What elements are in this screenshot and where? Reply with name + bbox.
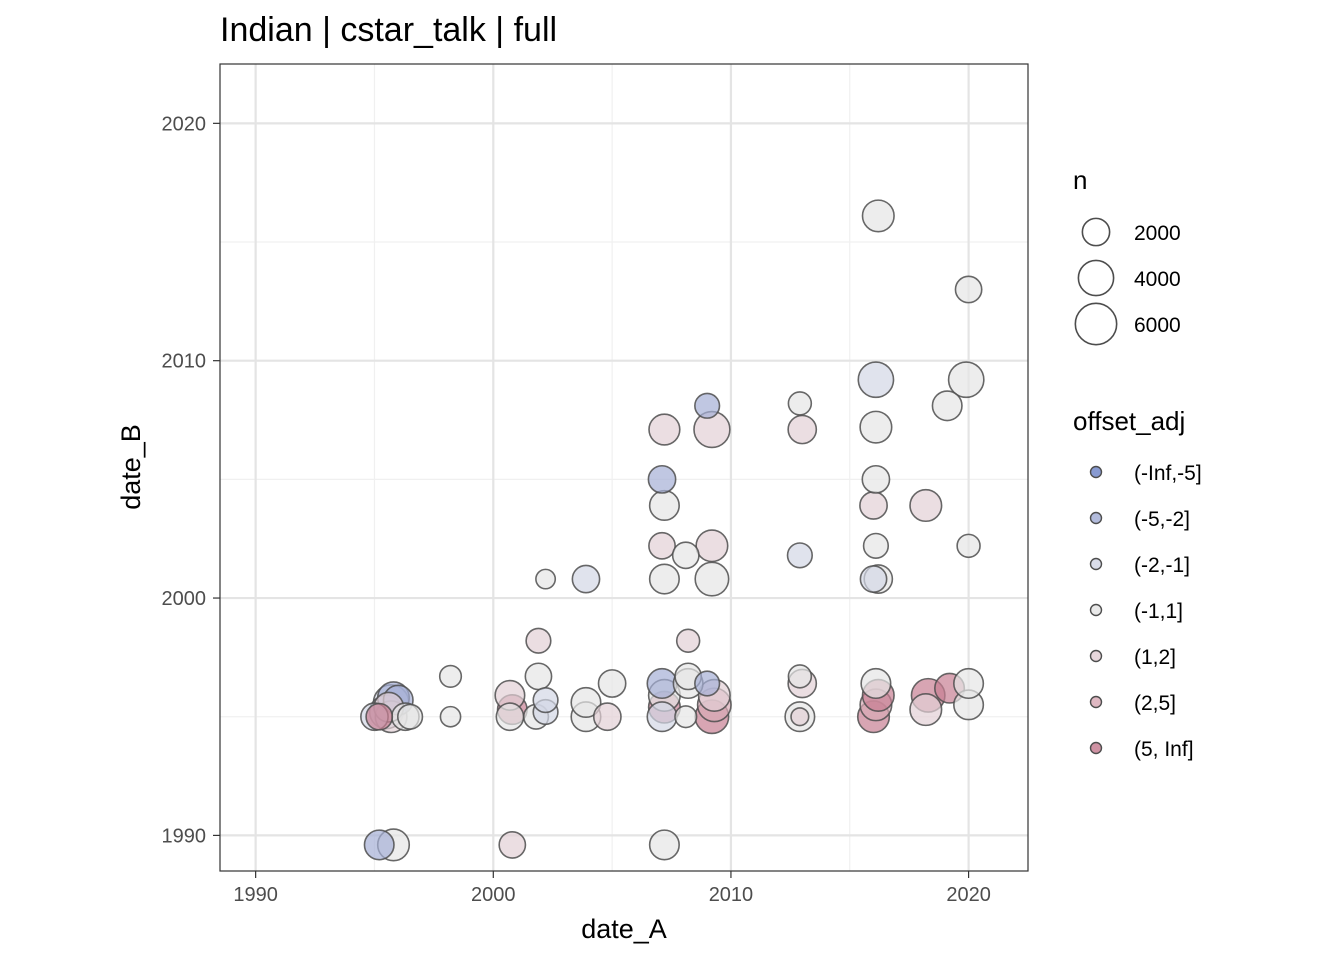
x-axis-title: date_A bbox=[581, 914, 667, 944]
x-tick-label: 1990 bbox=[233, 884, 278, 906]
x-axis: 1990 2000 2010 2020 bbox=[233, 871, 991, 906]
data-point bbox=[648, 829, 680, 861]
chart-title: Indian | cstar_talk | full bbox=[220, 11, 557, 49]
size-legend-label: 2000 bbox=[1134, 222, 1181, 245]
size-legend-key bbox=[1077, 259, 1115, 297]
data-point bbox=[438, 664, 463, 688]
color-legend-key bbox=[1089, 557, 1103, 571]
color-legend-key bbox=[1089, 741, 1103, 755]
size-legend-label: 6000 bbox=[1134, 314, 1181, 337]
data-point bbox=[646, 701, 678, 733]
data-point bbox=[947, 361, 985, 399]
color-legend-key bbox=[1089, 465, 1103, 479]
color-legend-key bbox=[1089, 649, 1103, 663]
data-point bbox=[648, 489, 680, 522]
color-legend-key bbox=[1089, 511, 1103, 525]
data-point bbox=[860, 667, 892, 700]
data-point bbox=[532, 686, 559, 714]
data-point bbox=[592, 702, 622, 732]
color-legend-key bbox=[1089, 695, 1103, 709]
data-point bbox=[648, 531, 676, 560]
data-point bbox=[396, 703, 424, 730]
data-point bbox=[365, 702, 394, 731]
y-tick-label: 1990 bbox=[162, 825, 207, 847]
data-point bbox=[953, 667, 985, 700]
plot-panel-border bbox=[219, 63, 1029, 872]
color-legend-key bbox=[1089, 603, 1103, 617]
size-legend-key bbox=[1074, 302, 1118, 346]
data-point bbox=[495, 702, 525, 732]
size-legend-key bbox=[1081, 217, 1111, 247]
data-point bbox=[909, 488, 943, 523]
data-point bbox=[786, 542, 813, 569]
data-point bbox=[956, 533, 981, 559]
data-point bbox=[790, 707, 810, 727]
data-point bbox=[861, 464, 891, 494]
data-point bbox=[909, 693, 943, 727]
y-axis: 1990 2000 2010 2020 bbox=[162, 113, 220, 847]
data-point bbox=[671, 541, 700, 570]
data-point bbox=[363, 829, 395, 861]
y-tick-label: 2020 bbox=[162, 113, 207, 135]
color-legend-label: (-Inf,-5] bbox=[1134, 462, 1202, 485]
color-legend-label: (1,2] bbox=[1134, 646, 1176, 669]
x-tick-label: 2020 bbox=[946, 884, 991, 906]
color-legend-label: (-1,1] bbox=[1134, 600, 1183, 623]
y-tick-label: 2010 bbox=[162, 351, 207, 373]
data-point bbox=[859, 565, 888, 593]
data-point bbox=[694, 670, 721, 697]
size-legend-label: 4000 bbox=[1134, 268, 1181, 291]
data-point bbox=[535, 568, 557, 590]
data-point bbox=[931, 390, 963, 422]
data-point bbox=[787, 664, 813, 689]
data-point bbox=[859, 410, 893, 444]
data-point bbox=[674, 705, 698, 729]
data-point bbox=[648, 413, 681, 446]
color-legend-label: (5, Inf] bbox=[1134, 738, 1194, 761]
x-tick-label: 2010 bbox=[709, 884, 754, 906]
data-point bbox=[954, 275, 983, 304]
data-point bbox=[862, 532, 890, 559]
data-point bbox=[525, 627, 552, 654]
data-point bbox=[646, 667, 678, 700]
data-point bbox=[571, 564, 601, 594]
data-point bbox=[439, 705, 462, 728]
data-point bbox=[648, 563, 680, 595]
color-legend-label: (-2,-1] bbox=[1134, 554, 1190, 577]
data-point bbox=[524, 662, 553, 691]
data-point bbox=[859, 491, 888, 520]
x-tick-label: 2000 bbox=[471, 884, 516, 906]
size-legend-title: n bbox=[1073, 165, 1087, 195]
data-point bbox=[787, 391, 813, 416]
data-point bbox=[694, 392, 721, 419]
color-legend-label: (2,5] bbox=[1134, 692, 1176, 715]
data-point bbox=[695, 529, 729, 563]
color-legend-title: offset_adj bbox=[1073, 406, 1185, 436]
data-points bbox=[360, 199, 985, 862]
size-legend: n 2000 4000 6000 bbox=[1073, 165, 1181, 346]
data-point bbox=[647, 464, 677, 494]
data-point bbox=[857, 361, 895, 399]
data-point bbox=[675, 628, 701, 654]
color-legend: offset_adj (-Inf,-5] (-5,-2] (-2,-1] (-1,1]… bbox=[1073, 406, 1202, 761]
y-tick-label: 2000 bbox=[162, 588, 207, 610]
data-point bbox=[498, 830, 527, 859]
data-point bbox=[861, 199, 895, 233]
gridlines bbox=[220, 64, 1028, 871]
color-legend-label: (-5,-2] bbox=[1134, 508, 1190, 531]
data-point bbox=[694, 561, 730, 597]
data-point bbox=[597, 669, 627, 698]
data-point bbox=[787, 414, 818, 445]
data-point bbox=[570, 686, 602, 719]
y-axis-title: date_B bbox=[116, 424, 146, 510]
